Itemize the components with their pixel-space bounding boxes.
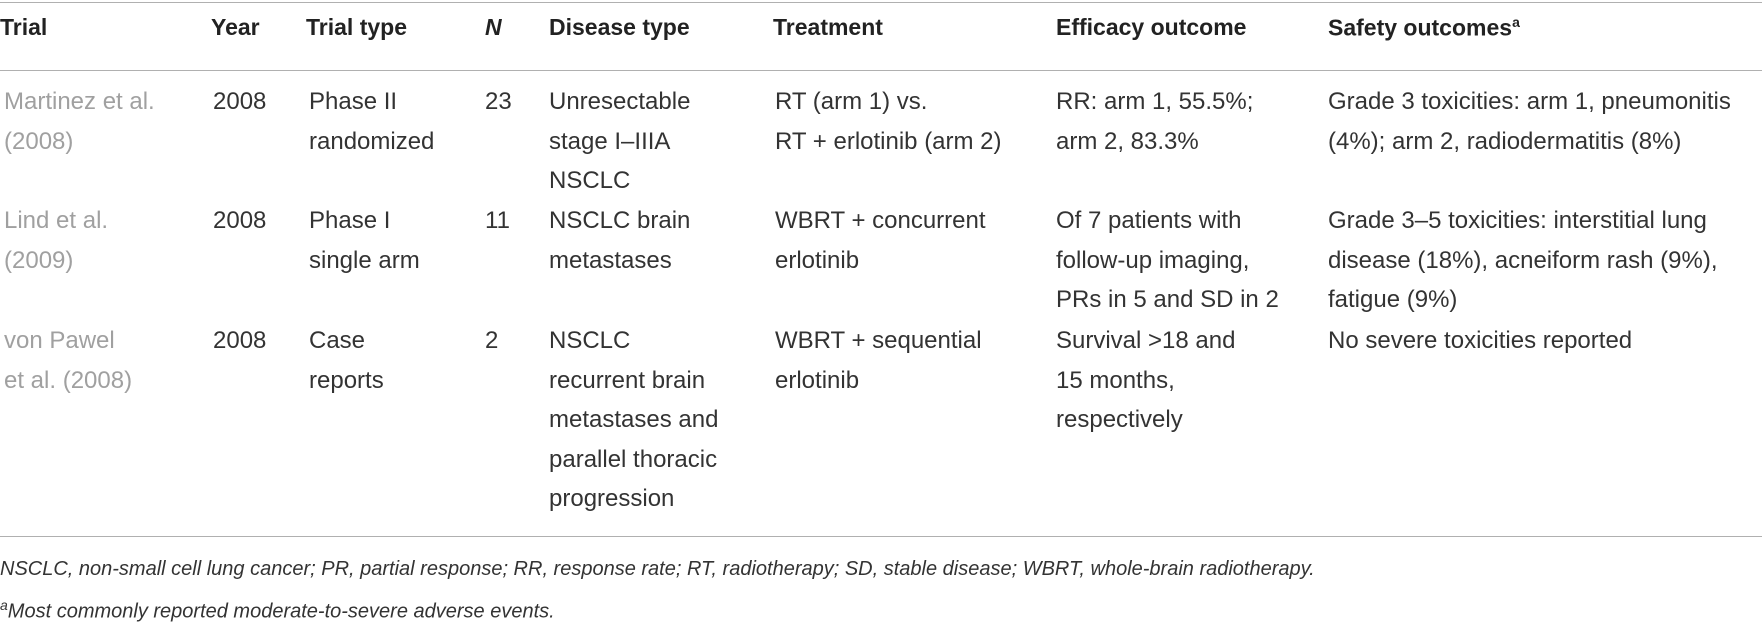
cell-line: progression [549,485,675,512]
cell-line: Phase I [309,207,391,234]
cell-line: stage I–IIIA [549,127,671,155]
cell-line: Martinez et al. [4,88,155,115]
rule [0,2,1762,3]
cell-line: erlotinib [775,246,860,274]
cell-line: Case [309,327,366,354]
table-cell: NSCLC brain metastases [549,201,690,280]
column-header: Trial type [306,14,407,40]
cell-line: 2008 [213,207,267,234]
cell-line: 11 [485,207,510,234]
cell-line: (4%); arm 2, radiodermatitis (8%) [1328,127,1682,155]
table-cell: Of 7 patients with follow-up imaging, PRs … [1056,201,1279,320]
cell-line: erlotinib [775,366,860,394]
column-header: Year [211,14,260,40]
column-header: Treatment [773,14,883,40]
cell-line: reports [309,366,384,394]
column-header: N [485,14,502,40]
header-note: a [1512,14,1520,30]
cell-line: NSCLC brain [549,207,691,234]
cell-line: single arm [309,246,420,274]
cell-line: Grade 3 toxicities: arm 1, pneumonitis [1328,88,1731,115]
table-cell: 2008 [213,201,266,241]
cell-line: No severe toxicities reported [1328,327,1633,354]
table-cell: No severe toxicities reported [1328,321,1632,361]
cell-line: 2008 [213,327,267,354]
cell-line: 23 [485,88,512,115]
cell-line: Of 7 patients with [1056,207,1242,234]
cell-line: WBRT + concurrent [775,207,986,234]
footnote-mark: a [0,597,8,613]
cell-line: 2008 [213,88,267,115]
cell-line: 2 [485,327,499,354]
column-header: Disease type [549,14,690,40]
table-cell: WBRT + concurrent erlotinib [775,201,986,280]
table-cell: Grade 3 toxicities: arm 1, pneumonitis (4… [1328,82,1731,161]
table-cell: Phase II randomized [309,82,434,161]
cell-line: NSCLC [549,327,631,354]
footnote: NSCLC, non-small cell lung cancer; PR, p… [0,558,1315,580]
cell-line: (2008) [4,127,74,155]
column-header: Trial [0,14,48,40]
cell-line: RT (arm 1) vs. [775,88,928,115]
table-cell: Phase I single arm [309,201,420,280]
cell-line: metastases [549,246,672,274]
table-cell: Unresectable stage I–IIIA NSCLC [549,82,690,201]
cell-line: parallel thoracic [549,445,718,473]
column-header: Efficacy outcome [1056,14,1247,40]
cell-line: disease (18%), acneiform rash (9%), [1328,246,1718,274]
rule [0,70,1762,71]
table-cell: Martinez et al. (2008) [4,82,155,161]
table-cell: Case reports [309,321,384,400]
rule [0,536,1762,537]
cell-line: WBRT + sequential [775,327,982,354]
cell-line: RT + erlotinib (arm 2) [775,127,1002,155]
cell-line: (2009) [4,246,74,274]
cell-line: recurrent brain [549,366,706,394]
footnote: aMost commonly reported moderate-to-seve… [0,597,555,622]
cell-line: Unresectable [549,88,691,115]
cell-line: 15 months, [1056,366,1175,394]
footnote-text: Most commonly reported moderate-to-sever… [7,600,555,622]
table-cell: 2008 [213,82,266,122]
cell-line: fatigue (9%) [1328,286,1458,313]
table-cell: WBRT + sequential erlotinib [775,321,982,400]
cell-line: Survival >18 and [1056,327,1236,354]
table-cell: 11 [485,201,510,241]
table-cell: von Pawel et al. (2008) [4,321,132,400]
column-header: Safety outcomesa [1328,14,1520,41]
cell-line: randomized [309,127,435,155]
table-cell: Grade 3–5 toxicities: interstitial lung d… [1328,201,1717,320]
table-cell: NSCLC recurrent brain metastases and parall… [549,321,718,519]
cell-line: RR: arm 1, 55.5%; [1056,88,1254,115]
cell-line: Phase II [309,88,398,115]
table-cell: Lind et al. (2009) [4,201,108,280]
cell-line: Lind et al. [4,207,109,234]
cell-line: PRs in 5 and SD in 2 [1056,286,1279,313]
table-cell: Survival >18 and 15 months, respectively [1056,321,1235,440]
table-cell: 23 [485,82,512,122]
cell-line: NSCLC [549,167,631,194]
cell-line: et al. (2008) [4,366,133,394]
cell-line: metastases and [549,406,719,433]
cell-line: arm 2, 83.3% [1056,127,1199,155]
table-cell: RT (arm 1) vs. RT + erlotinib (arm 2) [775,82,1002,161]
cell-line: follow-up imaging, [1056,246,1250,274]
cell-line: Grade 3–5 toxicities: interstitial lung [1328,207,1707,234]
table-cell: 2008 [213,321,266,361]
table-cell: 2 [485,321,498,361]
cell-line: respectively [1056,406,1183,433]
cell-line: von Pawel [4,327,115,354]
table-cell: RR: arm 1, 55.5%; arm 2, 83.3% [1056,82,1253,161]
